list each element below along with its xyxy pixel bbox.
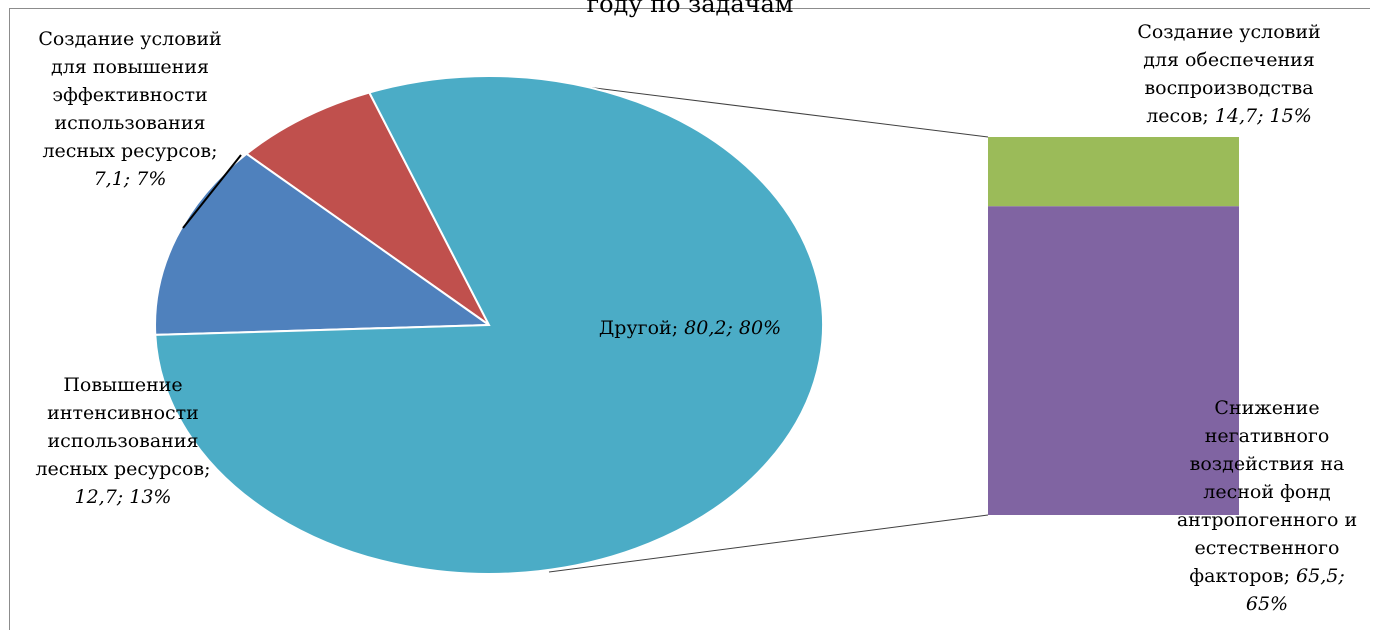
chart-frame bbox=[9, 8, 1370, 630]
data-label-negative-impact: Снижение негативного воздействия на лесной … bbox=[1177, 397, 1357, 615]
data-label-efficiency: Создание условий для повышения эффективнос… bbox=[38, 28, 221, 190]
pie-slice-efficiency bbox=[244, 91, 490, 326]
data-label-other: Другой; 80,2; 80% bbox=[599, 317, 781, 339]
connector-line-bottom bbox=[548, 514, 989, 573]
leader-line bbox=[182, 154, 242, 229]
bar-segment-negative-impact bbox=[988, 206, 1239, 516]
connector-line-top bbox=[546, 81, 989, 138]
data-label-reproduction: Создание условий для обеспечения воспроизв… bbox=[1137, 21, 1320, 127]
bar-segment-reproduction bbox=[988, 137, 1239, 207]
chart-title: году по задачам bbox=[587, 0, 794, 18]
pie-slice-other bbox=[154, 74, 824, 575]
data-label-intensity: Повышение интенсивности использования лесны… bbox=[35, 374, 210, 508]
